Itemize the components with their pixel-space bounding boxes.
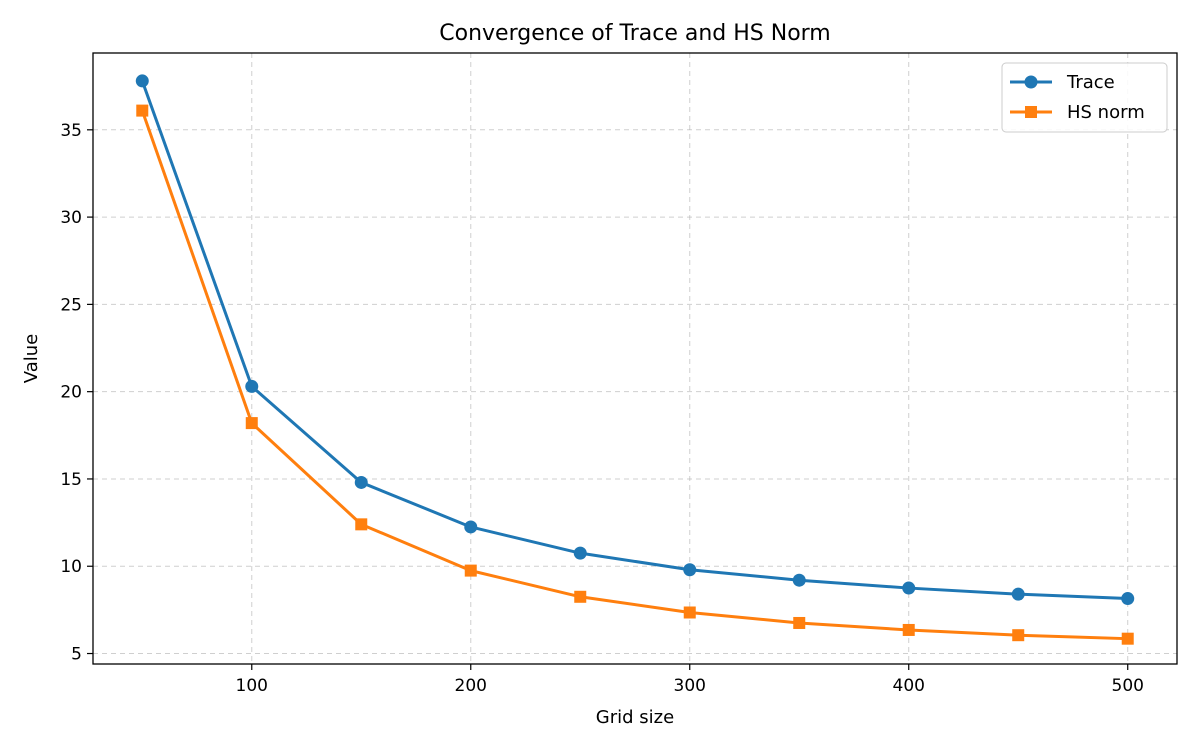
grid-layer: [93, 53, 1177, 664]
data-point: [792, 573, 806, 587]
data-point: [1011, 587, 1025, 601]
data-point: [354, 475, 368, 489]
data-point: [245, 379, 259, 393]
tick-layer: 100 200 300 400 500 5 10 15 20 25 30 35: [60, 121, 1144, 696]
x-tick-label: 400: [893, 676, 925, 696]
data-point: [1012, 629, 1025, 642]
y-tick-label: 5: [71, 645, 82, 665]
y-tick-label: 25: [60, 295, 82, 315]
x-tick-label: 300: [674, 676, 706, 696]
legend-label: Trace: [1066, 72, 1115, 93]
data-point: [464, 564, 477, 577]
data-point: [683, 563, 697, 577]
data-point: [793, 616, 806, 629]
x-tick-label: 100: [236, 676, 268, 696]
legend-label: HS norm: [1067, 102, 1145, 123]
y-tick-label: 15: [60, 470, 82, 490]
data-point: [902, 623, 915, 636]
data-point: [136, 104, 149, 117]
data-point: [245, 417, 258, 430]
legend-box: [1001, 62, 1168, 133]
y-tick-label: 20: [60, 383, 82, 403]
data-point: [683, 606, 696, 619]
series-line: [140, 109, 1130, 641]
legend: Trace HS norm: [1001, 62, 1168, 133]
data-point: [1121, 632, 1134, 645]
plot-frame: [92, 52, 1178, 665]
data-point: [1121, 592, 1135, 606]
data-point: [355, 518, 368, 531]
series-line: [140, 79, 1130, 601]
x-axis-label: Grid size: [596, 707, 674, 728]
data-point: [574, 590, 587, 603]
legend-marker: [1025, 106, 1037, 118]
y-tick-label: 10: [60, 557, 82, 577]
data-point: [135, 74, 149, 88]
data-point: [902, 581, 916, 595]
data-point: [573, 546, 587, 560]
y-axis-label: Value: [21, 334, 42, 383]
x-tick-label: 500: [1112, 676, 1144, 696]
data-point: [464, 520, 478, 534]
y-tick-label: 35: [60, 121, 82, 141]
legend-marker: [1024, 75, 1038, 89]
x-tick-label: 200: [455, 676, 487, 696]
y-tick-label: 30: [60, 208, 82, 228]
chart-title: Convergence of Trace and HS Norm: [439, 21, 831, 46]
series-layer: [135, 74, 1135, 645]
